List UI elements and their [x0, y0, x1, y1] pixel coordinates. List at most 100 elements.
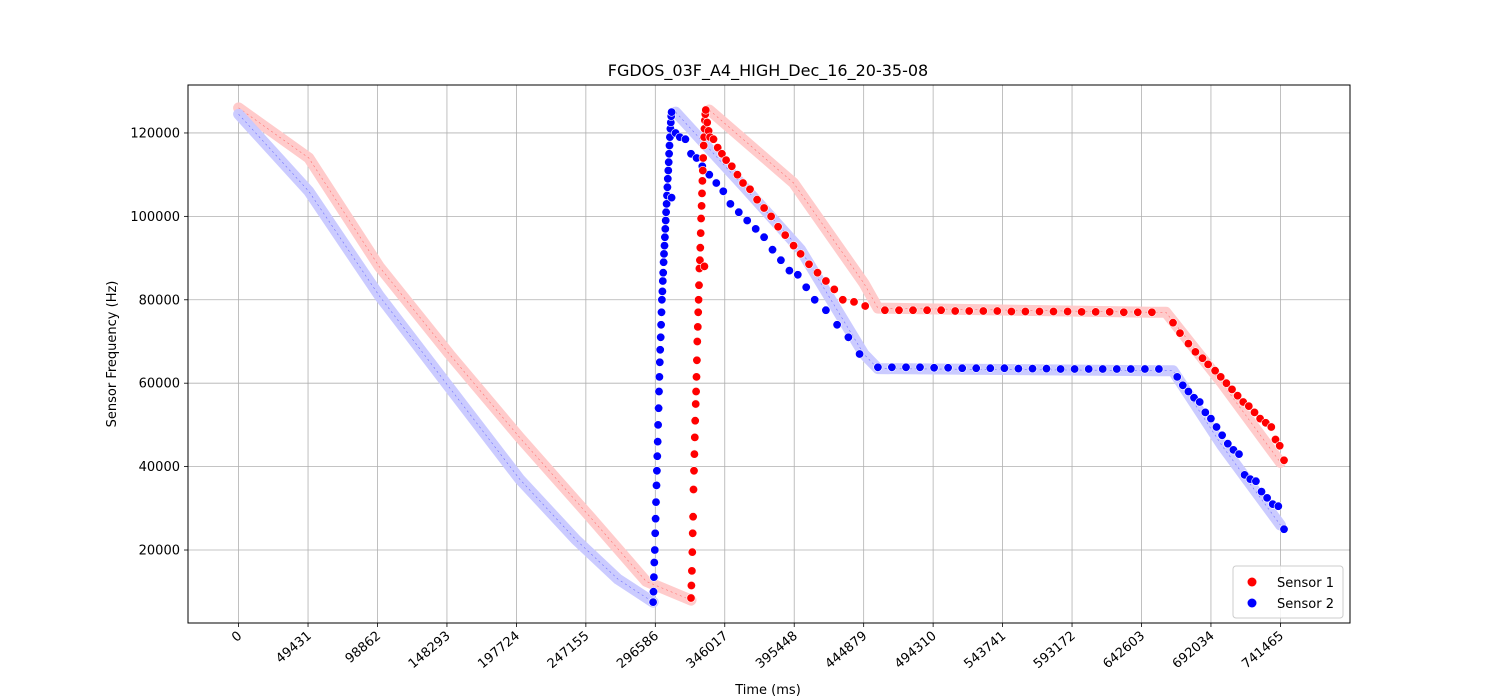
- point-sensor-2: [657, 295, 667, 305]
- point-sensor-1: [796, 249, 806, 259]
- point-sensor-2: [1206, 414, 1216, 424]
- x-tick-label: 494310: [892, 629, 940, 672]
- data-points: [648, 105, 1289, 607]
- point-sensor-2: [659, 241, 669, 251]
- point-sensor-1: [812, 268, 822, 278]
- point-sensor-1: [1077, 307, 1087, 317]
- point-sensor-2: [663, 166, 673, 176]
- point-sensor-1: [992, 306, 1002, 316]
- x-tick-label: 543741: [961, 629, 1009, 672]
- y-tick-label: 100000: [130, 210, 180, 225]
- point-sensor-2: [767, 245, 777, 255]
- point-sensor-1: [829, 284, 839, 294]
- point-sensor-1: [936, 305, 946, 315]
- point-sensor-2: [1084, 364, 1094, 374]
- point-sensor-2: [1042, 364, 1052, 374]
- point-sensor-2: [1200, 407, 1210, 417]
- point-sensor-2: [658, 276, 668, 286]
- point-sensor-2: [656, 320, 666, 330]
- point-sensor-1: [1175, 328, 1185, 338]
- point-sensor-2: [667, 193, 677, 203]
- point-sensor-1: [1221, 378, 1231, 388]
- point-sensor-1: [708, 134, 718, 144]
- point-sensor-2: [1112, 364, 1122, 374]
- point-sensor-1: [694, 280, 704, 290]
- point-sensor-1: [688, 484, 698, 494]
- point-sensor-1: [732, 170, 742, 180]
- point-sensor-1: [1244, 401, 1254, 411]
- point-sensor-2: [999, 363, 1009, 373]
- point-sensor-2: [793, 270, 803, 280]
- point-sensor-2: [648, 587, 658, 597]
- point-sensor-2: [649, 557, 659, 567]
- point-sensor-2: [810, 295, 820, 305]
- x-tick-label: 642603: [1100, 629, 1148, 672]
- point-sensor-2: [1178, 380, 1188, 390]
- point-sensor-1: [908, 305, 918, 315]
- point-sensor-2: [654, 372, 664, 382]
- point-sensor-2: [1172, 372, 1182, 382]
- x-tick-label: 197724: [475, 629, 523, 672]
- point-sensor-1: [978, 306, 988, 316]
- x-tick-label: 247155: [545, 629, 593, 672]
- point-sensor-1: [880, 305, 890, 315]
- point-sensor-2: [873, 362, 883, 372]
- ticks: 0 49431 98862 148293 197724 247155 296586 34601…: [130, 126, 1287, 672]
- point-sensor-1: [688, 512, 698, 522]
- point-sensor-2: [751, 224, 761, 234]
- point-sensor-1: [702, 118, 712, 128]
- point-sensor-2: [664, 157, 674, 167]
- point-sensor-2: [663, 174, 673, 184]
- point-sensor-1: [745, 184, 755, 194]
- point-sensor-1: [698, 153, 708, 163]
- point-sensor-2: [652, 466, 662, 476]
- x-tick-label: 346017: [684, 629, 732, 672]
- point-sensor-1: [686, 580, 696, 590]
- point-sensor-2: [915, 362, 925, 372]
- x-tick-label: 98862: [343, 629, 384, 667]
- point-sensor-2: [664, 149, 674, 159]
- point-sensor-2: [661, 216, 671, 226]
- point-sensor-1: [721, 155, 731, 165]
- y-tick-label: 20000: [139, 544, 180, 559]
- point-sensor-1: [1091, 307, 1101, 317]
- trend-band-sensor-2: [233, 108, 659, 608]
- point-sensor-2: [1070, 364, 1080, 374]
- point-sensor-1: [698, 166, 708, 176]
- legend-marker-sensor-2: [1247, 598, 1257, 608]
- point-sensor-2: [659, 249, 669, 259]
- trend-centerline-sensor-2: [675, 111, 1281, 526]
- point-sensor-2: [784, 266, 794, 276]
- point-sensor-2: [843, 332, 853, 342]
- point-sensor-2: [821, 305, 831, 315]
- point-sensor-1: [1250, 407, 1260, 417]
- point-sensor-2: [832, 320, 842, 330]
- point-sensor-2: [1013, 364, 1023, 374]
- point-sensor-1: [1063, 306, 1073, 316]
- point-sensor-1: [1271, 434, 1281, 444]
- point-sensor-1: [697, 188, 707, 198]
- point-sensor-2: [1154, 364, 1164, 374]
- point-sensor-1: [1133, 307, 1143, 317]
- point-sensor-1: [860, 301, 870, 311]
- point-sensor-2: [654, 386, 664, 396]
- point-sensor-2: [1251, 476, 1261, 486]
- point-sensor-2: [660, 232, 670, 242]
- point-sensor-2: [1279, 524, 1289, 534]
- point-sensor-2: [657, 286, 667, 296]
- point-sensor-1: [694, 295, 704, 305]
- point-sensor-2: [656, 332, 666, 342]
- point-sensor-1: [1006, 306, 1016, 316]
- x-axis-label: Time (ms): [734, 683, 801, 698]
- x-tick-label: 296586: [614, 629, 662, 672]
- point-sensor-2: [1257, 487, 1267, 497]
- point-sensor-2: [985, 363, 995, 373]
- point-sensor-2: [801, 282, 811, 292]
- x-tick-label: 692034: [1170, 629, 1218, 672]
- point-sensor-1: [690, 416, 700, 426]
- point-sensor-1: [689, 449, 699, 459]
- point-sensor-1: [686, 593, 696, 603]
- point-sensor-2: [1183, 386, 1193, 396]
- point-sensor-1: [821, 276, 831, 286]
- point-sensor-1: [838, 295, 848, 305]
